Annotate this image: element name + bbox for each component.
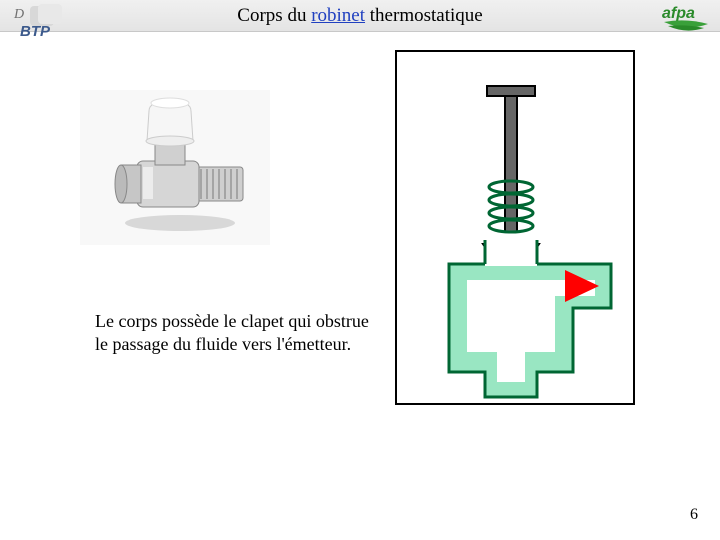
logo-afpa: afpa (660, 2, 712, 38)
valve-photo (80, 90, 270, 245)
body-text: Le corps possède le clapet qui obstrue l… (95, 310, 375, 355)
title-prefix: Corps du (237, 5, 311, 26)
title-bar: Corps du robinet thermostatique (0, 0, 720, 32)
svg-text:BTP: BTP (20, 23, 51, 40)
svg-text:D: D (13, 7, 24, 22)
logo-btp: D BTP (10, 4, 70, 44)
svg-text:afpa: afpa (662, 5, 695, 22)
title-suffix: thermostatique (365, 5, 483, 26)
valve-cross-section-diagram (395, 50, 635, 405)
page-title: Corps du robinet thermostatique (237, 5, 482, 27)
title-link[interactable]: robinet (311, 5, 365, 26)
page-number: 6 (690, 506, 698, 524)
